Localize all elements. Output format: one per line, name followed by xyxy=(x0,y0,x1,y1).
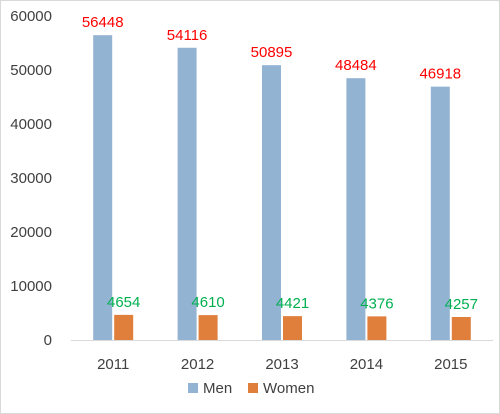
legend-label-men: Men xyxy=(203,380,232,397)
data-label-women-2011: 4654 xyxy=(107,294,140,311)
legend-swatch-men xyxy=(188,383,198,393)
y-tick-label: 50000 xyxy=(10,62,52,79)
y-tick-label: 10000 xyxy=(10,278,52,295)
data-label-men-2014: 48484 xyxy=(335,57,377,74)
data-label-men-2015: 46918 xyxy=(419,66,461,83)
y-tick-label: 30000 xyxy=(10,170,52,187)
bar-men-2011 xyxy=(93,35,113,341)
data-label-women-2012: 4610 xyxy=(191,294,224,311)
x-tick-label: 2014 xyxy=(350,356,383,373)
data-label-women-2014: 4376 xyxy=(360,295,393,312)
x-tick-label: 2011 xyxy=(97,356,129,373)
x-axis-tick-labels: 2011 2012 2013 2014 2015 xyxy=(97,356,467,373)
legend-label-women: Women xyxy=(263,380,314,397)
bar-women-2014 xyxy=(367,316,387,340)
y-tick-label: 0 xyxy=(44,332,52,349)
bar-women-2011 xyxy=(114,314,134,340)
bars xyxy=(93,35,471,341)
y-tick-label: 20000 xyxy=(10,224,52,241)
y-axis-tick-labels: 0 10000 20000 30000 40000 50000 60000 xyxy=(10,8,52,349)
data-label-women-2013: 4421 xyxy=(276,295,309,312)
x-tick-label: 2013 xyxy=(265,356,298,373)
x-tick-label: 2012 xyxy=(181,356,214,373)
y-tick-label: 60000 xyxy=(10,8,52,25)
y-tick-label: 40000 xyxy=(10,116,52,133)
legend: Men Women xyxy=(188,380,314,397)
bar-men-2015 xyxy=(430,86,450,341)
data-label-men-2013: 50895 xyxy=(251,44,293,61)
bar-women-2012 xyxy=(198,315,218,340)
bar-women-2015 xyxy=(451,317,471,340)
bar-women-2013 xyxy=(283,316,302,340)
data-label-men-2012: 54116 xyxy=(167,27,208,44)
legend-swatch-women xyxy=(248,383,258,393)
bar-men-2013 xyxy=(262,65,281,341)
bar-men-2012 xyxy=(177,47,197,341)
data-label-women-2015: 4257 xyxy=(445,296,478,313)
data-label-men-2011: 56448 xyxy=(82,14,124,31)
data-labels: 56448 4654 54116 4610 50895 4421 48484 4376 4691… xyxy=(82,14,478,313)
bar-men-2014 xyxy=(346,78,366,340)
x-tick-label: 2015 xyxy=(434,356,467,373)
